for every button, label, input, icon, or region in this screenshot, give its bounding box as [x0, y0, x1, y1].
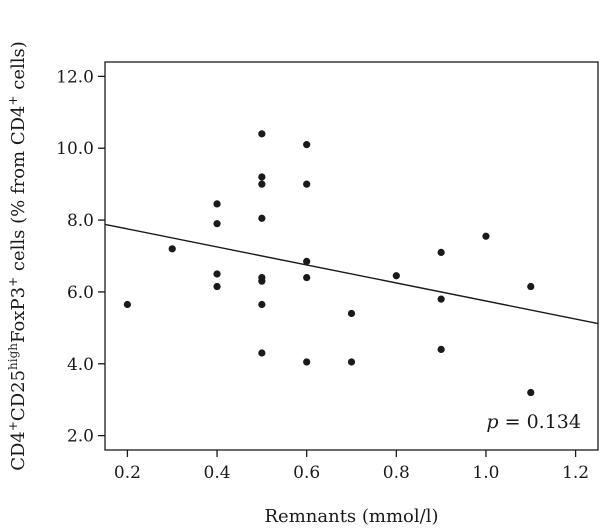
data-point	[303, 180, 311, 188]
data-point	[303, 141, 311, 149]
data-point	[258, 180, 266, 188]
data-point	[392, 272, 400, 280]
data-point	[213, 270, 221, 278]
data-point	[347, 309, 356, 318]
x-tick-label: 0.4	[204, 463, 231, 483]
y-tick-label: 6.0	[67, 283, 94, 303]
plot-frame	[104, 61, 599, 451]
y-tick-label: 8.0	[67, 211, 94, 231]
y-tick-label: 4.0	[67, 355, 94, 375]
data-point	[303, 273, 311, 282]
data-point	[258, 214, 266, 222]
x-tick-label: 0.8	[383, 463, 410, 483]
x-tick-label: 0.2	[114, 463, 141, 483]
data-point	[437, 345, 445, 354]
data-point	[303, 257, 311, 265]
data-point	[123, 300, 132, 309]
x-axis-label: Remnants (mmol/l)	[265, 506, 439, 527]
data-point	[213, 220, 221, 228]
data-point	[437, 295, 445, 303]
data-points	[123, 130, 535, 397]
y-axis-label: CD4+CD25highFoxP3+ cells (% from CD4+ ce…	[6, 41, 29, 471]
data-point	[482, 232, 490, 240]
data-point	[213, 200, 221, 208]
y-tick-label: 2.0	[67, 427, 94, 447]
data-point	[258, 173, 266, 181]
data-point	[213, 282, 221, 291]
data-point	[437, 248, 445, 257]
x-tick-label: 1.2	[562, 463, 589, 483]
x-tick-label: 0.6	[293, 463, 320, 483]
y-tick-label: 10.0	[56, 139, 94, 159]
y-axis-ticks: 2.0 4.0 6.0 8.0 10.0 12.0	[56, 67, 105, 447]
data-point	[347, 358, 356, 366]
x-tick-label: 1.0	[472, 463, 499, 483]
p-value-annotation: p = 0.134	[486, 411, 581, 433]
data-point	[303, 358, 311, 366]
y-tick-label: 12.0	[56, 67, 94, 87]
data-point	[527, 388, 535, 397]
data-point	[168, 245, 176, 253]
data-point	[258, 277, 266, 285]
data-point	[258, 130, 266, 138]
data-point	[527, 282, 535, 291]
data-point	[258, 300, 266, 309]
x-axis-ticks: 0.2 0.4 0.6 0.8 1.0 1.2	[114, 450, 589, 483]
data-point	[258, 349, 266, 357]
trend-line	[104, 223, 599, 325]
